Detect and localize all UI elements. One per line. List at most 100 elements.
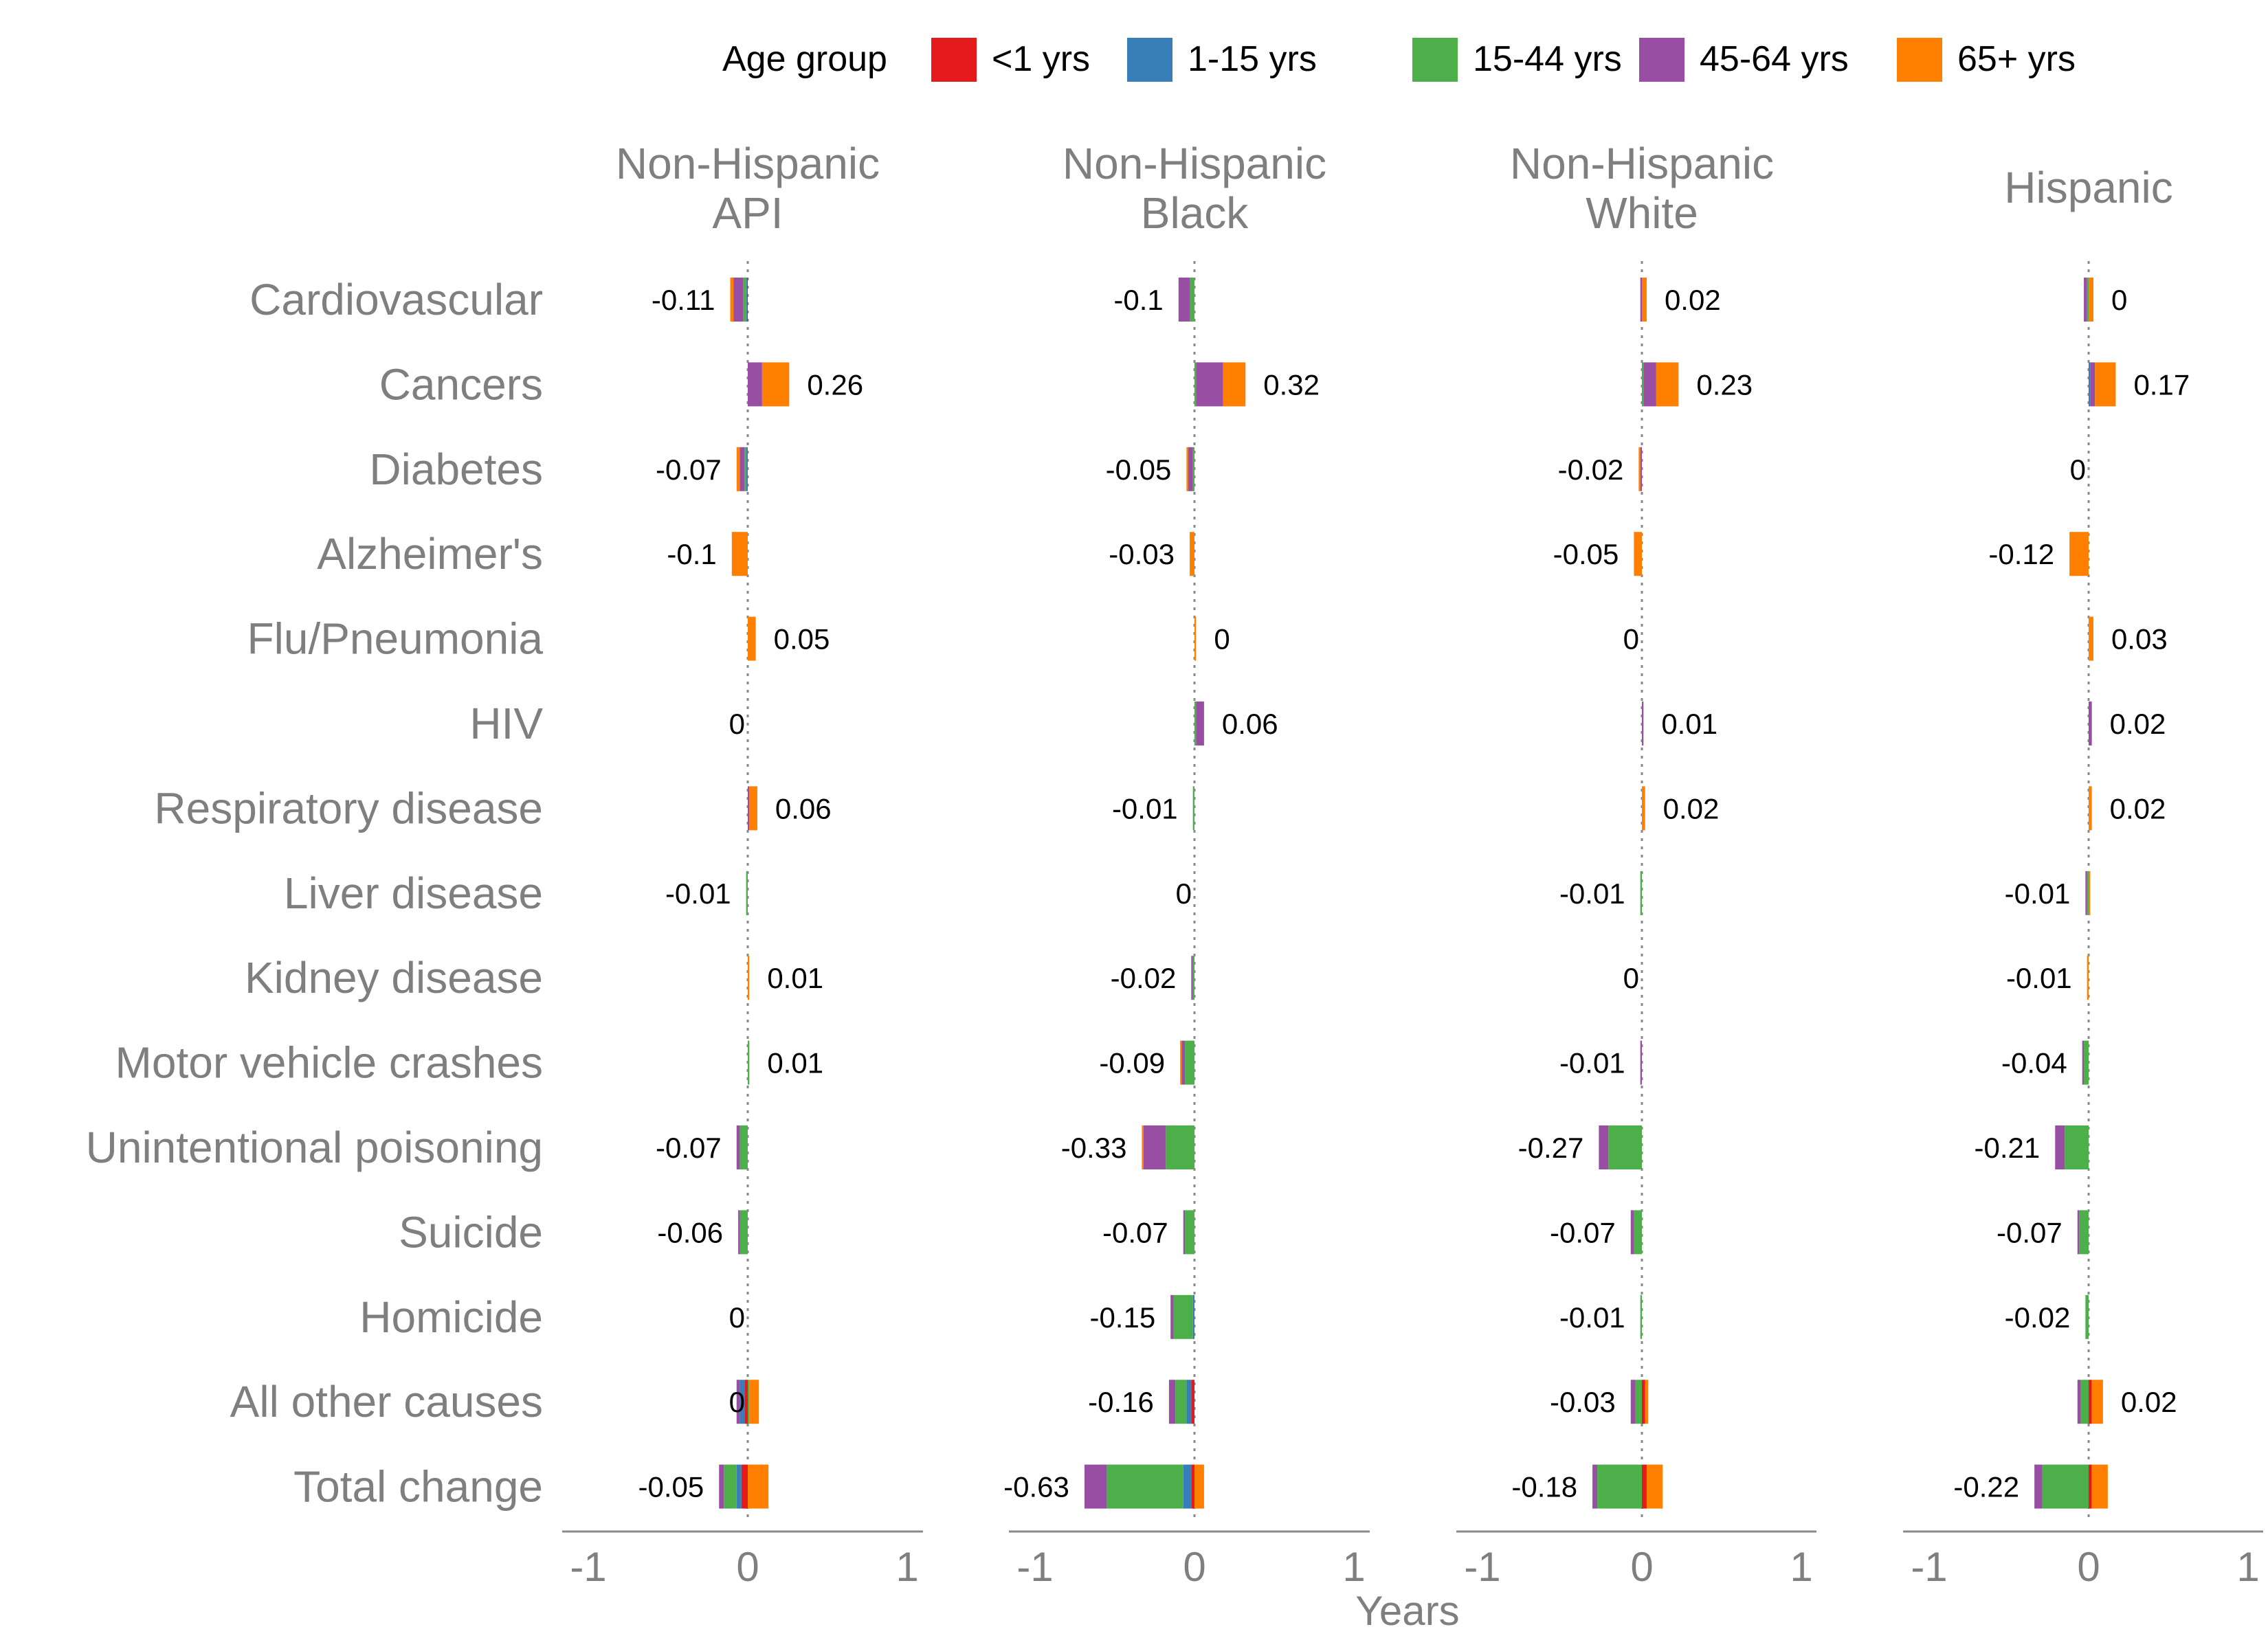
legend-swatch-lt1 bbox=[931, 38, 977, 82]
value-label-unintentional-poisoning: -0.21 bbox=[1975, 1132, 2041, 1164]
bar-motor-vehicle-crashes-a15_44 bbox=[2084, 1040, 2089, 1085]
bar-homicide-a15_44 bbox=[1173, 1294, 1193, 1339]
bar-all-other-causes-a65 bbox=[2091, 1380, 2103, 1424]
bar-suicide-a15_44 bbox=[740, 1210, 748, 1255]
value-label-flu-pneumonia: 0.03 bbox=[2111, 623, 2168, 655]
legend-label-a15_44: 15-44 yrs bbox=[1473, 39, 1622, 79]
panel-non-hispanic-white: Non-Hispanic White 0.02 0.23 -0.02 -0.05 0 0.01… bbox=[1456, 139, 1816, 1590]
value-label-kidney-disease: -0.02 bbox=[1111, 962, 1177, 994]
value-label-all-other-causes: 0 bbox=[729, 1386, 745, 1418]
cause-label-kidney-disease: Kidney disease bbox=[245, 953, 543, 1002]
value-label-motor-vehicle-crashes: -0.01 bbox=[1559, 1047, 1625, 1079]
bar-cardiovascular-a1_15 bbox=[746, 278, 747, 322]
bar-liver-disease-a15_44 bbox=[2087, 871, 2089, 915]
value-label-kidney-disease: -0.01 bbox=[2006, 962, 2072, 994]
bar-cancers-a65 bbox=[1656, 362, 1679, 407]
value-label-total-change: -0.05 bbox=[638, 1471, 704, 1503]
value-label-cardiovascular: 0.02 bbox=[1665, 284, 1721, 316]
bar-cancers-a45_64 bbox=[748, 362, 762, 407]
bar-all-other-causes-a65 bbox=[1645, 1380, 1649, 1424]
bar-total-change-a45_64 bbox=[2034, 1464, 2043, 1509]
bar-all-other-causes-a45_64 bbox=[2077, 1380, 2081, 1424]
value-label-cancers: 0.26 bbox=[807, 368, 863, 401]
x-tick-label: 0 bbox=[1630, 1544, 1653, 1590]
legend-swatch-a1_15 bbox=[1127, 38, 1172, 82]
bar-liver-disease-a65 bbox=[2089, 871, 2091, 915]
bar-cancers-a45_64 bbox=[1643, 362, 1656, 407]
bar-liver-disease-a15_44 bbox=[746, 871, 748, 915]
value-label-alzheimer-s: -0.05 bbox=[1553, 538, 1619, 570]
bar-all-other-causes-lt1 bbox=[1642, 1380, 1645, 1424]
bar-cardiovascular-a45_64 bbox=[733, 278, 744, 322]
bar-alzheimer-s-a65 bbox=[2069, 532, 2089, 576]
value-label-kidney-disease: 0 bbox=[1623, 962, 1639, 994]
bar-total-change-a65 bbox=[1646, 1464, 1663, 1509]
bar-total-change-a45_64 bbox=[1084, 1464, 1107, 1509]
bar-suicide-a45_64 bbox=[1183, 1210, 1186, 1255]
x-tick-label: -1 bbox=[570, 1544, 606, 1590]
cause-label-homicide: Homicide bbox=[359, 1292, 543, 1342]
bar-alzheimer-s-a65 bbox=[1634, 532, 1642, 576]
value-label-total-change: -0.63 bbox=[1003, 1471, 1069, 1503]
value-label-motor-vehicle-crashes: 0.01 bbox=[767, 1047, 823, 1079]
value-label-cardiovascular: -0.1 bbox=[1113, 284, 1163, 316]
bar-hiv-a15_44 bbox=[1194, 702, 1197, 745]
bar-motor-vehicle-crashes-a45_64 bbox=[1181, 1040, 1186, 1085]
value-label-homicide: -0.01 bbox=[1559, 1301, 1625, 1334]
bar-unintentional-poisoning-a15_44 bbox=[1608, 1125, 1642, 1169]
panel-title: Non-Hispanic White bbox=[1510, 139, 1774, 238]
bar-diabetes-a45_64 bbox=[740, 447, 745, 491]
bar-flu-pneumonia-a65 bbox=[748, 616, 756, 661]
bar-cancers-a65 bbox=[1223, 362, 1246, 407]
bar-total-change-a65 bbox=[1194, 1464, 1204, 1509]
value-label-kidney-disease: 0.01 bbox=[767, 962, 823, 994]
value-label-diabetes: -0.02 bbox=[1558, 453, 1624, 486]
bar-all-other-causes-lt1 bbox=[744, 1380, 748, 1424]
bar-homicide-a15_44 bbox=[2085, 1294, 2089, 1339]
legend-label-a45_64: 45-64 yrs bbox=[1700, 39, 1849, 79]
bar-suicide-a45_64 bbox=[738, 1210, 740, 1255]
bar-total-change-a15_44 bbox=[724, 1464, 737, 1509]
cause-label-hiv: HIV bbox=[469, 699, 543, 748]
bar-diabetes-a15_44 bbox=[1192, 447, 1194, 491]
value-label-suicide: -0.07 bbox=[1550, 1216, 1616, 1248]
bar-all-other-causes-a45_64 bbox=[1168, 1380, 1176, 1424]
cause-label-total-change: Total change bbox=[293, 1462, 543, 1512]
value-label-homicide: -0.15 bbox=[1089, 1301, 1155, 1334]
value-label-cancers: 0.17 bbox=[2133, 368, 2190, 401]
cause-label-alzheimer-s: Alzheimer's bbox=[317, 529, 543, 579]
value-label-total-change: -0.18 bbox=[1511, 1471, 1577, 1503]
bar-all-other-causes-a45_64 bbox=[1630, 1380, 1636, 1424]
bar-hiv-a45_64 bbox=[1196, 702, 1204, 745]
bar-suicide-a15_44 bbox=[1634, 1210, 1642, 1255]
bar-motor-vehicle-crashes-a45_64 bbox=[2082, 1040, 2084, 1085]
x-axis-title: Years bbox=[1355, 1588, 1459, 1634]
value-label-respiratory-disease: 0.06 bbox=[775, 792, 832, 824]
bar-total-change-a1_15 bbox=[1183, 1464, 1192, 1509]
value-label-motor-vehicle-crashes: -0.09 bbox=[1099, 1047, 1165, 1079]
bar-homicide-a45_64 bbox=[1170, 1294, 1174, 1339]
x-tick-label: 0 bbox=[736, 1544, 759, 1590]
bar-diabetes-a65 bbox=[1186, 447, 1188, 491]
value-label-unintentional-poisoning: -0.33 bbox=[1061, 1132, 1127, 1164]
cause-label-cancers: Cancers bbox=[379, 359, 543, 409]
x-tick-label: 0 bbox=[2077, 1544, 2100, 1590]
value-label-hiv: 0.02 bbox=[2110, 708, 2166, 740]
panel-title-line: Non-Hispanic bbox=[1510, 139, 1774, 188]
bar-kidney-disease-a65 bbox=[2087, 956, 2089, 1000]
panels: Cardiovascular Cancers Diabetes Alzheimer's… bbox=[86, 139, 2263, 1590]
cause-label-liver-disease: Liver disease bbox=[284, 868, 543, 918]
value-label-flu-pneumonia: 0 bbox=[1623, 623, 1639, 655]
cause-label-motor-vehicle-crashes: Motor vehicle crashes bbox=[115, 1038, 543, 1088]
bar-cardiovascular-a15_44 bbox=[2087, 278, 2089, 322]
value-label-homicide: 0 bbox=[729, 1301, 745, 1334]
legend-swatch-a65 bbox=[1897, 38, 1942, 82]
bar-all-other-causes-lt1 bbox=[1191, 1380, 1194, 1424]
bar-respiratory-disease-a65 bbox=[2089, 786, 2092, 831]
bar-diabetes-a65 bbox=[1638, 447, 1641, 491]
bar-unintentional-poisoning-a45_64 bbox=[1599, 1125, 1609, 1169]
bar-respiratory-disease-a45_64 bbox=[748, 786, 750, 831]
value-label-suicide: -0.07 bbox=[1997, 1216, 2063, 1248]
bar-diabetes-a15_44 bbox=[744, 447, 746, 491]
bar-unintentional-poisoning-a45_64 bbox=[2055, 1125, 2065, 1169]
